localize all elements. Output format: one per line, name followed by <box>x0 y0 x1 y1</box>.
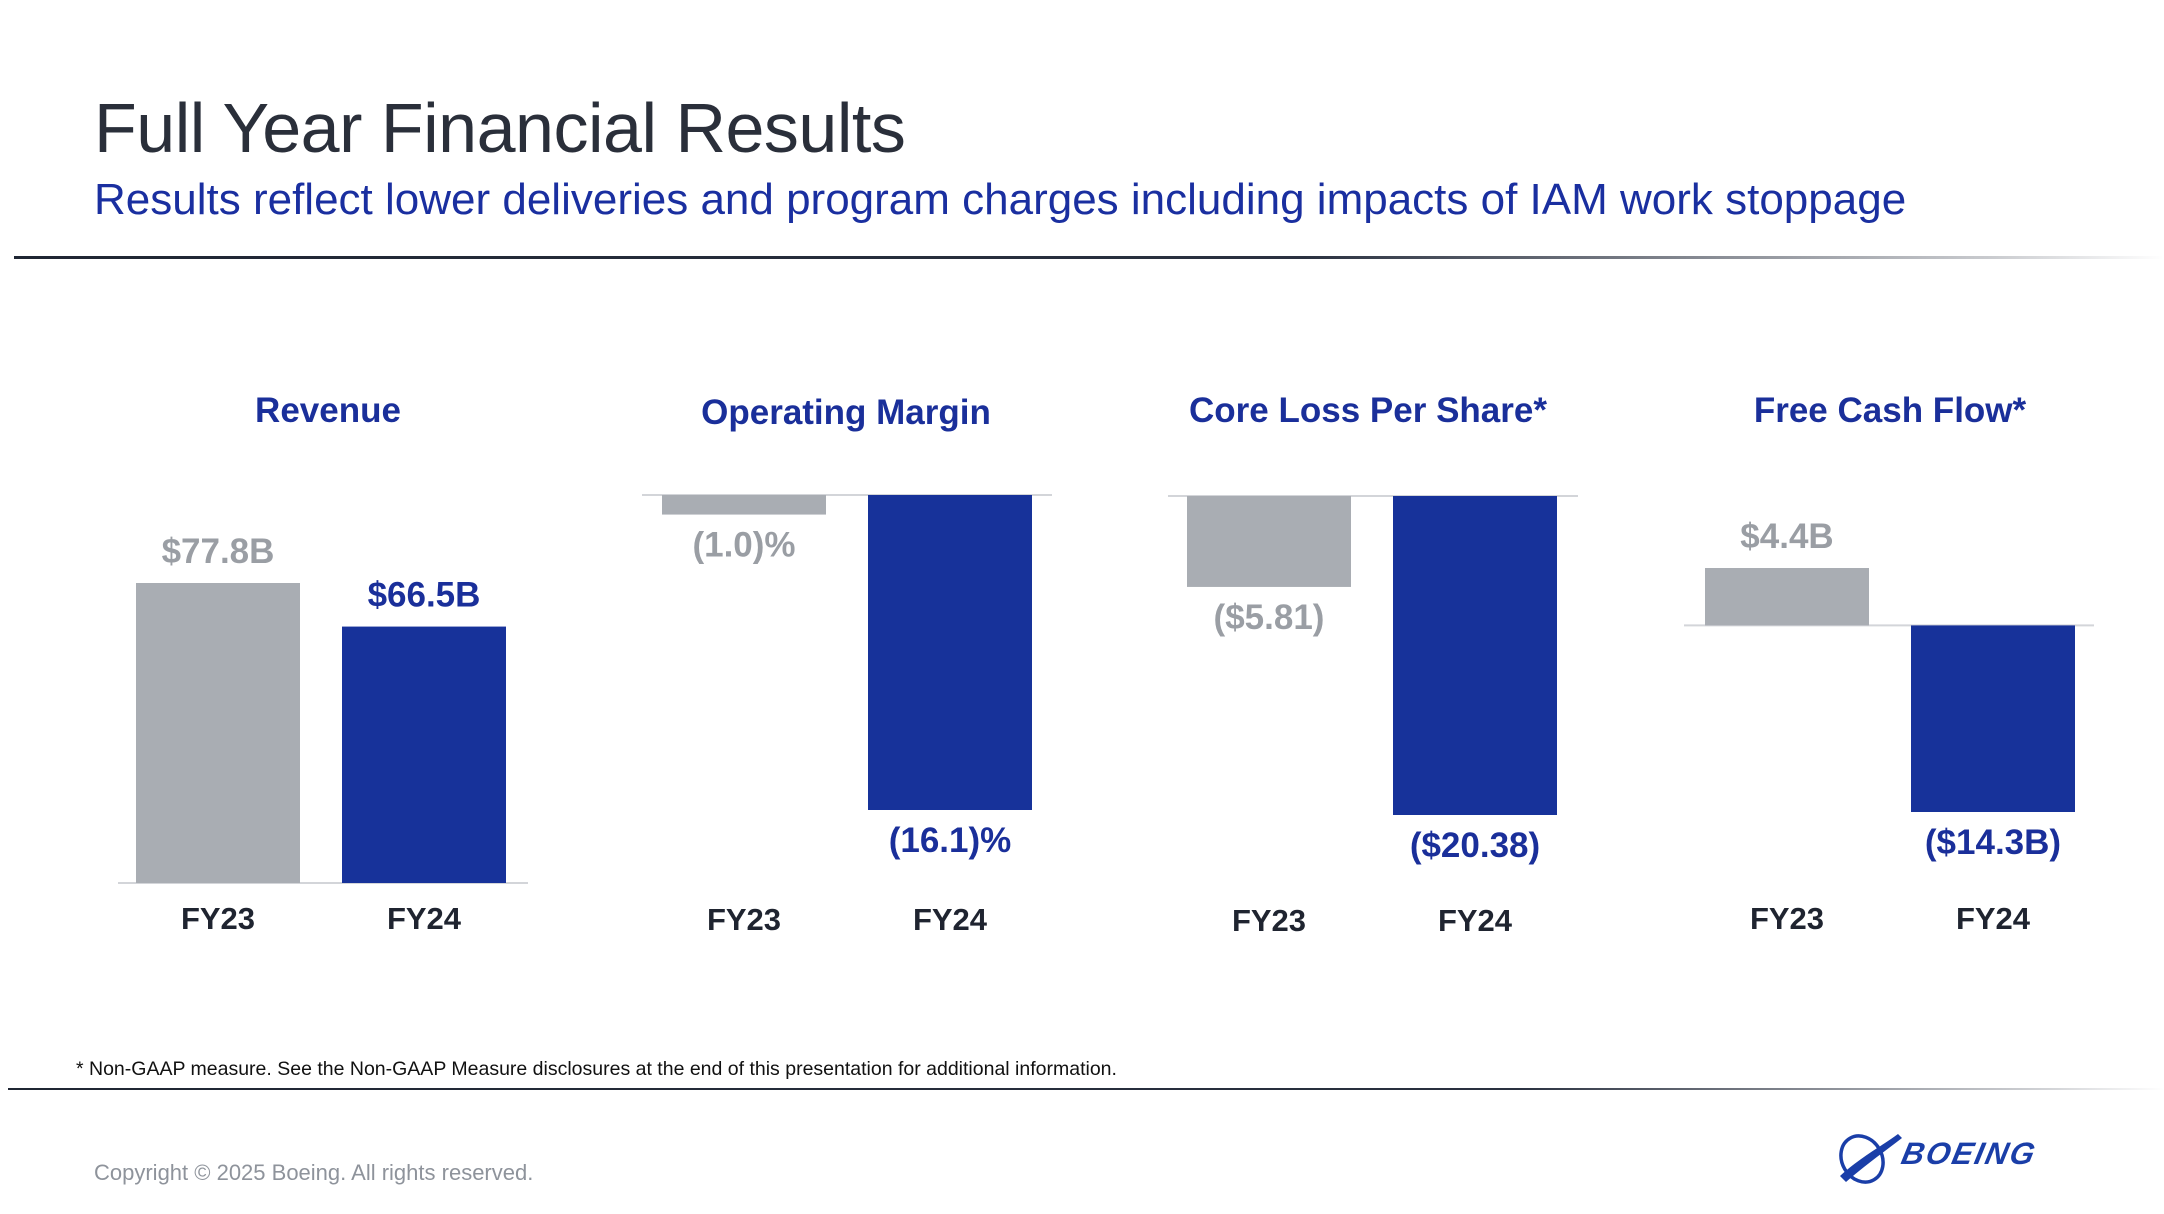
operating-margin-tick-fy23: FY23 <box>707 902 781 937</box>
boeing-logo-icon <box>1839 1134 1902 1184</box>
boeing-logo: BOEING <box>1832 1126 2094 1188</box>
free-cash-flow-tick-fy23: FY23 <box>1750 901 1824 936</box>
header-divider <box>14 256 2164 259</box>
core-loss-per-share-chart-title: Core Loss Per Share* <box>1189 391 1547 430</box>
core-loss-per-share-bar-fy24 <box>1393 496 1557 815</box>
revenue-chart-title: Revenue <box>255 391 401 430</box>
core-loss-per-share-bar-fy23 <box>1187 496 1351 587</box>
footnote: * Non-GAAP measure. See the Non-GAAP Mea… <box>76 1058 1117 1080</box>
free-cash-flow-bar-fy23 <box>1705 568 1869 626</box>
footer-divider <box>8 1088 2164 1090</box>
revenue-bar-fy24 <box>342 626 506 883</box>
revenue-tick-fy24: FY24 <box>387 901 462 936</box>
revenue-tick-fy23: FY23 <box>181 901 255 936</box>
free-cash-flow-data-label-fy24: ($14.3B) <box>1925 823 2061 862</box>
operating-margin-chart-title: Operating Margin <box>701 393 991 432</box>
operating-margin-bar-fy23 <box>662 495 826 515</box>
free-cash-flow-bar-fy24 <box>1911 625 2075 812</box>
revenue-bar-fy23 <box>136 583 300 883</box>
free-cash-flow-data-label-fy23: $4.4B <box>1740 517 1833 556</box>
operating-margin-bar-fy24 <box>868 495 1032 810</box>
core-loss-per-share-tick-fy24: FY24 <box>1438 903 1513 938</box>
core-loss-per-share-tick-fy23: FY23 <box>1232 903 1306 938</box>
operating-margin-data-label-fy24: (16.1)% <box>889 821 1012 860</box>
core-loss-per-share-data-label-fy23: ($5.81) <box>1214 598 1325 637</box>
revenue-data-label-fy23: $77.8B <box>162 532 275 571</box>
free-cash-flow-tick-fy24: FY24 <box>1956 901 2031 936</box>
page-subtitle: Results reflect lower deliveries and pro… <box>94 175 1907 224</box>
copyright-text: Copyright © 2025 Boeing. All rights rese… <box>94 1160 534 1185</box>
logo-wordmark: BOEING <box>1898 1136 2041 1171</box>
page-title: Full Year Financial Results <box>94 89 906 167</box>
revenue-data-label-fy24: $66.5B <box>368 576 481 615</box>
operating-margin-data-label-fy23: (1.0)% <box>692 526 795 565</box>
free-cash-flow-chart-title: Free Cash Flow* <box>1754 391 2027 430</box>
operating-margin-tick-fy24: FY24 <box>913 902 988 937</box>
core-loss-per-share-data-label-fy24: ($20.38) <box>1410 826 1540 865</box>
charts-area: Revenue $77.8B FY23 $66.5B FY24 Operating Mar… <box>118 391 2094 938</box>
